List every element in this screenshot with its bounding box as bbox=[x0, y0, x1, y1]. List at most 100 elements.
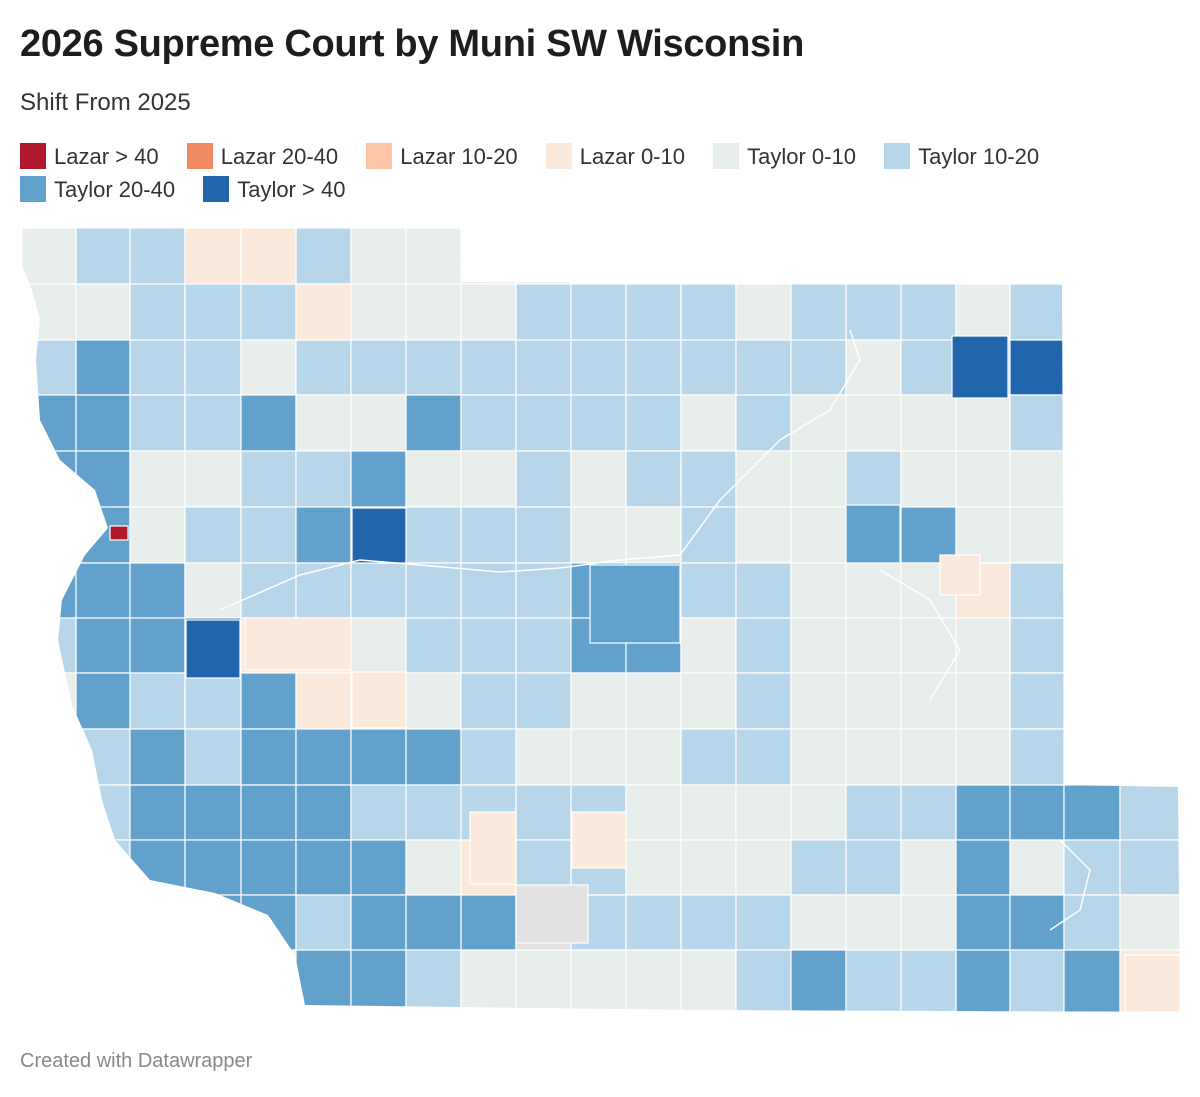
municipality-area[interactable] bbox=[515, 227, 572, 285]
municipality-area[interactable] bbox=[295, 394, 352, 452]
municipality-area[interactable] bbox=[240, 562, 297, 619]
municipality-area[interactable] bbox=[1063, 562, 1121, 619]
municipality-area[interactable] bbox=[845, 672, 902, 730]
municipality-area[interactable] bbox=[680, 394, 737, 452]
municipality-area[interactable] bbox=[571, 811, 627, 869]
municipality-area[interactable] bbox=[735, 784, 792, 841]
municipality-area[interactable] bbox=[21, 728, 77, 786]
municipality-area[interactable] bbox=[240, 839, 297, 896]
municipality-area[interactable] bbox=[735, 728, 792, 786]
municipality-area[interactable] bbox=[790, 949, 847, 1012]
municipality-area[interactable] bbox=[790, 283, 847, 341]
municipality-area[interactable] bbox=[75, 728, 131, 786]
municipality-area[interactable] bbox=[405, 227, 462, 285]
municipality-area[interactable] bbox=[625, 283, 682, 341]
municipality-area[interactable] bbox=[240, 728, 297, 786]
municipality-area[interactable] bbox=[184, 839, 242, 896]
municipality-area[interactable] bbox=[570, 450, 627, 508]
municipality-area[interactable] bbox=[129, 784, 186, 841]
municipality-area[interactable] bbox=[75, 394, 131, 452]
municipality-area[interactable] bbox=[184, 339, 242, 396]
municipality-area[interactable] bbox=[351, 507, 407, 564]
municipality-area[interactable] bbox=[21, 949, 77, 1012]
municipality-area[interactable] bbox=[240, 672, 297, 730]
municipality-area[interactable] bbox=[955, 728, 1011, 786]
municipality-area[interactable] bbox=[295, 339, 352, 396]
municipality-area[interactable] bbox=[900, 617, 957, 674]
municipality-area[interactable] bbox=[295, 949, 352, 1012]
municipality-area[interactable] bbox=[185, 619, 241, 679]
municipality-area[interactable] bbox=[845, 617, 902, 674]
municipality-area[interactable] bbox=[625, 728, 682, 786]
municipality-area[interactable] bbox=[295, 283, 352, 341]
municipality-area[interactable] bbox=[515, 506, 572, 564]
municipality-area[interactable] bbox=[460, 394, 517, 452]
municipality-area[interactable] bbox=[900, 839, 957, 896]
municipality-area[interactable] bbox=[589, 564, 681, 644]
municipality-area[interactable] bbox=[735, 450, 792, 508]
municipality-area[interactable] bbox=[350, 227, 407, 285]
municipality-area[interactable] bbox=[350, 839, 407, 896]
municipality-area[interactable] bbox=[515, 450, 572, 508]
municipality-area[interactable] bbox=[900, 339, 957, 396]
municipality-area[interactable] bbox=[900, 283, 957, 341]
municipality-area[interactable] bbox=[955, 617, 1011, 674]
municipality-area[interactable] bbox=[680, 450, 737, 508]
municipality-area[interactable] bbox=[184, 506, 242, 564]
municipality-area[interactable] bbox=[845, 728, 902, 786]
municipality-area[interactable] bbox=[735, 562, 792, 619]
municipality-area[interactable] bbox=[405, 894, 462, 951]
municipality-area[interactable] bbox=[1009, 672, 1065, 730]
municipality-area[interactable] bbox=[1063, 784, 1121, 841]
municipality-area[interactable] bbox=[955, 672, 1011, 730]
municipality-area[interactable] bbox=[625, 672, 682, 730]
municipality-area[interactable] bbox=[350, 283, 407, 341]
municipality-area[interactable] bbox=[129, 339, 186, 396]
municipality-area[interactable] bbox=[735, 506, 792, 564]
municipality-area[interactable] bbox=[295, 506, 352, 564]
municipality-area[interactable] bbox=[129, 839, 186, 896]
municipality-area[interactable] bbox=[515, 339, 572, 396]
municipality-area[interactable] bbox=[240, 450, 297, 508]
municipality-area[interactable] bbox=[460, 506, 517, 564]
municipality-area[interactable] bbox=[129, 283, 186, 341]
municipality-area[interactable] bbox=[129, 562, 186, 619]
municipality-area[interactable] bbox=[1009, 339, 1065, 396]
municipality-area[interactable] bbox=[570, 506, 627, 564]
municipality-area[interactable] bbox=[790, 450, 847, 508]
municipality-area[interactable] bbox=[460, 728, 517, 786]
municipality-area[interactable] bbox=[240, 394, 297, 452]
municipality-area[interactable] bbox=[790, 728, 847, 786]
municipality-area[interactable] bbox=[405, 394, 462, 452]
municipality-area[interactable] bbox=[680, 839, 737, 896]
municipality-area[interactable] bbox=[900, 450, 957, 508]
municipality-area[interactable] bbox=[240, 339, 297, 396]
municipality-area[interactable] bbox=[21, 839, 77, 896]
municipality-area[interactable] bbox=[1063, 949, 1121, 1012]
municipality-area[interactable] bbox=[735, 394, 792, 452]
municipality-area[interactable] bbox=[1124, 954, 1180, 1012]
municipality-area[interactable] bbox=[350, 339, 407, 396]
municipality-area[interactable] bbox=[240, 283, 297, 341]
municipality-area[interactable] bbox=[129, 394, 186, 452]
municipality-area[interactable] bbox=[129, 506, 186, 564]
municipality-area[interactable] bbox=[109, 525, 129, 541]
municipality-area[interactable] bbox=[240, 506, 297, 564]
municipality-area[interactable] bbox=[129, 227, 186, 285]
municipality-area[interactable] bbox=[845, 562, 902, 619]
municipality-area[interactable] bbox=[1009, 506, 1065, 564]
municipality-area[interactable] bbox=[295, 784, 352, 841]
municipality-area[interactable] bbox=[515, 394, 572, 452]
municipality-area[interactable] bbox=[460, 949, 517, 1012]
municipality-area[interactable] bbox=[625, 894, 682, 951]
municipality-area[interactable] bbox=[184, 949, 242, 1012]
municipality-area[interactable] bbox=[21, 672, 77, 730]
municipality-area[interactable] bbox=[75, 784, 131, 841]
municipality-area[interactable] bbox=[184, 894, 242, 951]
municipality-area[interactable] bbox=[350, 394, 407, 452]
municipality-area[interactable] bbox=[1009, 728, 1065, 786]
municipality-area[interactable] bbox=[75, 562, 131, 619]
municipality-area[interactable] bbox=[129, 450, 186, 508]
municipality-area[interactable] bbox=[405, 839, 462, 896]
municipality-area[interactable] bbox=[790, 839, 847, 896]
